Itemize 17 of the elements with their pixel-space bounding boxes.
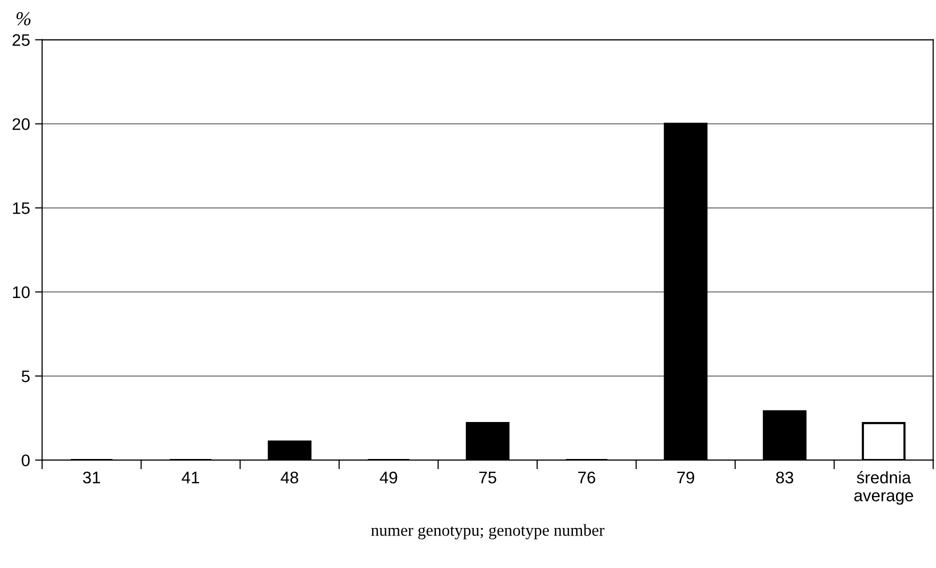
y-tick-label: 5 [22, 370, 30, 382]
y-axis-title: % [16, 12, 30, 26]
x-axis-title: numer genotypu; genotype number [371, 524, 604, 540]
x-tick-label: średnia average [854, 470, 914, 505]
y-tick-label: 25 [12, 34, 30, 46]
x-tick-label: 48 [280, 472, 298, 484]
x-tick-label: 79 [677, 472, 694, 484]
x-tick-label: 41 [182, 472, 200, 484]
y-tick-label: 20 [12, 118, 30, 130]
y-tick-label: 10 [13, 286, 30, 298]
y-tick-label: 15 [13, 202, 30, 214]
y-tick-label: 0 [22, 454, 30, 466]
x-tick-label: 75 [479, 472, 496, 484]
x-tick-label: 49 [380, 472, 398, 484]
x-tick-label: 83 [776, 472, 794, 484]
x-tick-label: 31 [82, 472, 100, 484]
x-tick-label: 76 [578, 472, 596, 484]
